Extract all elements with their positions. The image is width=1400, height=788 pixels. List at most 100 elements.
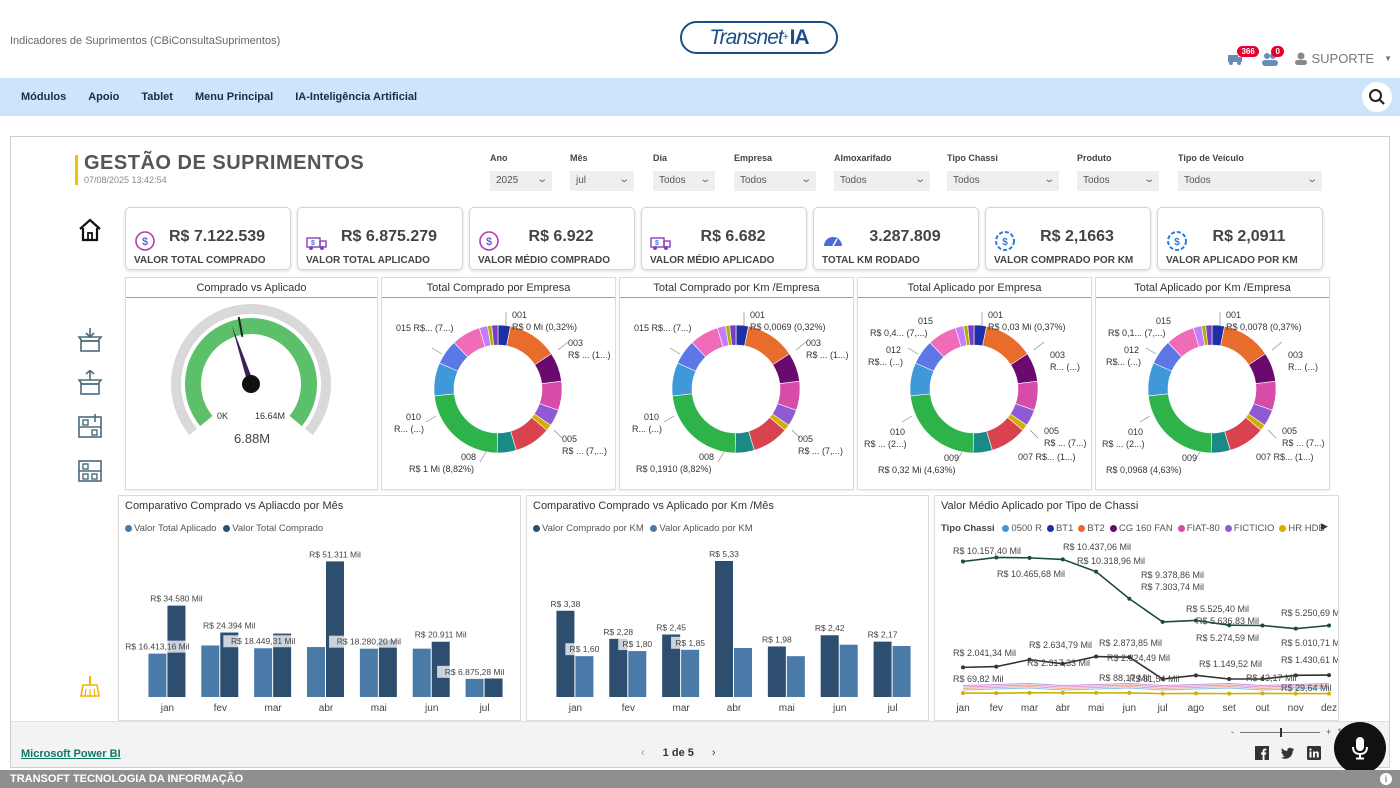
legend-dot	[1109, 524, 1117, 532]
box-in-icon[interactable]	[77, 327, 103, 353]
legend-label[interactable]: FIAT-80	[1186, 523, 1220, 534]
kpi-valor-total-aplicado[interactable]: $ R$ 6.875.279 VALOR TOTAL APLICADO	[297, 207, 463, 270]
kpi-label: TOTAL KM RODADO	[822, 255, 920, 266]
filter-dia-select[interactable]: Todos ⌄	[653, 171, 715, 191]
bar-jul	[484, 678, 503, 697]
zoom-slider[interactable]	[1240, 727, 1320, 737]
prev-page-icon[interactable]: ‹	[641, 747, 645, 759]
chart-title: Comparativo Comprado vs Aplicado por Km …	[533, 500, 774, 512]
chart-panel-comprado-aplicado-mes[interactable]: Comparativo Comprado vs Apliacdo por Mês…	[118, 495, 521, 721]
kpi-total-km-rodado[interactable]: 3.287.809 TOTAL KM RODADO	[813, 207, 979, 270]
donut-leader-line	[1271, 341, 1283, 351]
donut-label: R$... (...)	[868, 357, 904, 367]
donut-leader-line	[431, 347, 443, 355]
report-page: GESTÃO DE SUPRIMENTOS 07/08/2025 13:42:5…	[11, 137, 1389, 721]
users-button[interactable]: 0	[1261, 46, 1284, 68]
legend-label[interactable]: FICTICIO	[1233, 523, 1275, 534]
chevron-down-icon: ⌄	[913, 174, 926, 185]
series-line-minor	[962, 682, 1330, 687]
home-icon[interactable]	[77, 217, 103, 243]
data-label: R$ 1,60	[570, 644, 600, 654]
powerbi-link[interactable]: Microsoft Power BI	[21, 748, 121, 760]
kpi-valor-aplicado-por-km[interactable]: $ R$ 2,0911 VALOR APLICADO POR KM	[1157, 207, 1323, 270]
zoom-in-icon[interactable]: +	[1326, 727, 1332, 737]
nav-ia[interactable]: IA-Inteligência Artificial	[295, 91, 418, 103]
bar-jan	[148, 653, 167, 697]
series-point	[1160, 677, 1165, 681]
donut-label: 009	[1182, 453, 1198, 463]
legend-label[interactable]: BT2	[1087, 523, 1105, 534]
x-tick-label: mar	[265, 703, 283, 714]
data-label-bg	[546, 597, 585, 610]
filter-mes-select[interactable]: jul ⌄	[570, 171, 634, 191]
logo-text: Transnet	[709, 25, 783, 49]
status-bar: TRANSOFT TECNOLOGIA DA INFORMAÇÃO i	[0, 770, 1400, 788]
donut-panel-aplicado-empresa[interactable]: Total Aplicado por Empresa 001 R$ 0,03 M…	[857, 277, 1092, 490]
chevron-down-icon: ⌄	[617, 174, 630, 185]
nav-tablet[interactable]: Tablet	[141, 91, 173, 103]
donut-label: R$... (...)	[1106, 357, 1142, 367]
chart-panel-comprado-aplicado-km-mes[interactable]: Comparativo Comprado vs Aplicado por Km …	[526, 495, 929, 721]
kpi-valor-total-comprado[interactable]: $ R$ 7.122.539 VALOR TOTAL COMPRADO	[125, 207, 291, 270]
series-point	[994, 555, 999, 560]
data-label: R$ 1,80	[622, 639, 652, 649]
legend-label[interactable]: HR HDB	[1288, 523, 1325, 534]
user-menu[interactable]: SUPORTE ▼	[1295, 51, 1392, 66]
gauge-value-label: 6.88M	[234, 431, 271, 446]
filter-tipo-chassi-select[interactable]: Todos ⌄	[947, 171, 1059, 191]
next-page-icon[interactable]: ›	[711, 747, 716, 759]
broom-icon[interactable]	[79, 675, 101, 697]
nav-menu-principal[interactable]: Menu Principal	[194, 91, 274, 103]
data-label: R$ 5.636,83 Mil	[1196, 616, 1259, 626]
series-point	[1327, 673, 1331, 678]
twitter-icon[interactable]	[1281, 746, 1295, 760]
series-point	[1193, 673, 1198, 678]
legend-label[interactable]: 0500 R	[1011, 523, 1042, 534]
kpi-value: R$ 6.682	[700, 228, 766, 245]
nav-apoio[interactable]: Apoio	[88, 91, 120, 103]
info-icon[interactable]: i	[1380, 773, 1392, 785]
filter-tipo-veiculo: Tipo de Veículo Todos ⌄	[1178, 153, 1322, 191]
box-out-icon[interactable]	[77, 370, 103, 396]
kpi-valor-medio-aplicado[interactable]: $ R$ 6.682 VALOR MÉDIO APLICADO	[641, 207, 807, 270]
legend-label[interactable]: CG 160 FAN	[1118, 523, 1173, 534]
x-tick-label: dez	[1321, 703, 1337, 714]
warehouse-in-icon[interactable]	[77, 413, 103, 439]
notifications-button[interactable]: 366	[1227, 46, 1259, 68]
kpi-value: R$ 2,0911	[1212, 228, 1286, 245]
transnet-ia-logo[interactable]: Transnet + IA	[680, 21, 838, 54]
filter-empresa-select[interactable]: Todos ⌄	[734, 171, 816, 191]
kpi-valor-comprado-por-km[interactable]: $ R$ 2,1663 VALOR COMPRADO POR KM	[985, 207, 1151, 270]
legend-next-icon[interactable]: ▶	[1321, 521, 1328, 531]
data-label: R$ 3,38	[551, 599, 581, 609]
zoom-out-icon[interactable]: -	[1231, 727, 1234, 737]
data-label: R$ 29,64 Mil	[1281, 683, 1332, 693]
legend-label[interactable]: BT1	[1055, 523, 1074, 534]
filter-ano-select[interactable]: 2025 ⌄	[490, 171, 552, 191]
warehouse-out-icon[interactable]	[77, 457, 103, 483]
facebook-icon[interactable]	[1255, 746, 1269, 760]
data-label: R$ 88,17 Mil	[1099, 673, 1150, 683]
kpi-valor-medio-comprado[interactable]: $ R$ 6.922 VALOR MÉDIO COMPRADO	[469, 207, 635, 270]
legend-dot	[1177, 524, 1185, 532]
data-label-bg	[437, 665, 513, 678]
chart-panel-valor-medio-chassi[interactable]: Valor Médio Aplicado por Tipo de Chassi …	[934, 495, 1339, 721]
donut-panel-comprado-empresa[interactable]: Total Comprado por Empresa 001 R$ 0 Mi (…	[381, 277, 616, 490]
voice-assistant-button[interactable]	[1334, 722, 1386, 774]
x-tick-label: jan	[955, 703, 969, 714]
donut-panel-comprado-km-empresa[interactable]: Total Comprado por Km /Empresa 001 R$ 0,…	[619, 277, 854, 490]
filter-value: Todos	[740, 175, 767, 186]
data-label-bg	[863, 628, 902, 641]
nav-modulos[interactable]: Módulos	[21, 91, 67, 103]
filter-label: Mês	[570, 153, 588, 163]
filter-produto-select[interactable]: Todos ⌄	[1077, 171, 1159, 191]
filter-tipo-veiculo-select[interactable]: Todos ⌄	[1178, 171, 1322, 191]
legend: Valor Total Aplicado Valor Total Comprad…	[125, 523, 323, 534]
donut-panel-aplicado-km-empresa[interactable]: Total Aplicado por Km /Empresa 001 R$ 0,…	[1095, 277, 1330, 490]
gauge-panel[interactable]: Comprado vs Aplicado 0K 16.64M 6.88M	[125, 277, 378, 490]
x-tick-label: jan	[568, 703, 582, 714]
linkedin-icon[interactable]	[1307, 746, 1321, 760]
search-button[interactable]	[1362, 82, 1392, 112]
filter-almoxarifado-select[interactable]: Todos ⌄	[834, 171, 930, 191]
